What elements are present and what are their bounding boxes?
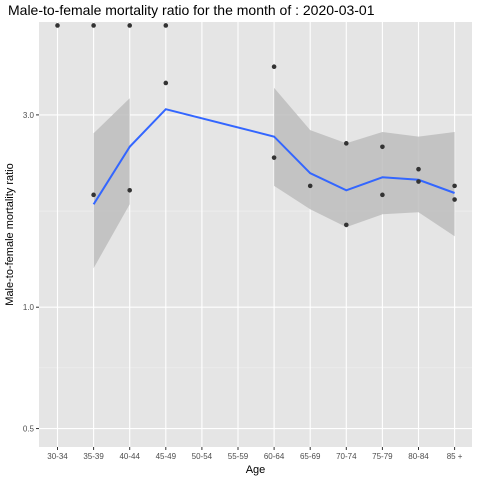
data-point	[380, 144, 385, 150]
x-tick-label: 40-44	[119, 452, 140, 461]
data-point	[452, 197, 457, 202]
data-point	[344, 141, 349, 146]
y-tick-label: 3.0	[23, 111, 35, 120]
data-point	[380, 192, 385, 198]
data-points	[55, 23, 457, 228]
chart-title: Male-to-female mortality ratio for the m…	[8, 2, 375, 18]
data-point	[163, 23, 169, 28]
data-point	[307, 183, 313, 189]
x-axis-title: Age	[246, 464, 266, 476]
x-tick-label: 50-54	[192, 452, 213, 461]
y-axis-title: Male-to-female mortality ratio	[4, 163, 16, 305]
y-axis-ticks: 0.5 1.0 3.0	[23, 111, 39, 434]
data-point	[271, 64, 277, 70]
y-tick-label: 1.0	[23, 303, 35, 312]
x-tick-label: 65-69	[300, 452, 321, 461]
x-tick-label: 30-34	[47, 452, 68, 461]
x-tick-label: 80-84	[408, 452, 429, 461]
data-point	[55, 23, 60, 28]
data-point	[127, 188, 132, 193]
confidence-band	[93, 87, 455, 269]
x-tick-label: 55-59	[228, 452, 249, 461]
trend-line	[92, 108, 455, 205]
x-tick-label: 85 +	[447, 452, 463, 461]
x-tick-label: 60-64	[264, 452, 285, 461]
x-tick-label: 45-49	[156, 452, 177, 461]
data-point	[163, 80, 169, 86]
x-tick-label: 70-74	[336, 452, 357, 461]
y-tick-label: 0.5	[23, 425, 35, 434]
data-point	[271, 155, 277, 160]
data-point	[344, 222, 349, 228]
x-axis-ticks: 30-34 35-39 40-44 45-49 50-54 55-59 60-64 65-69…	[47, 447, 463, 461]
data-point	[416, 166, 421, 172]
x-tick-label: 35-39	[83, 452, 104, 461]
data-point	[416, 179, 421, 184]
data-point	[127, 23, 132, 28]
data-point	[91, 192, 96, 198]
data-point	[452, 183, 457, 189]
x-tick-label: 75-79	[372, 452, 393, 461]
data-point	[91, 23, 96, 28]
